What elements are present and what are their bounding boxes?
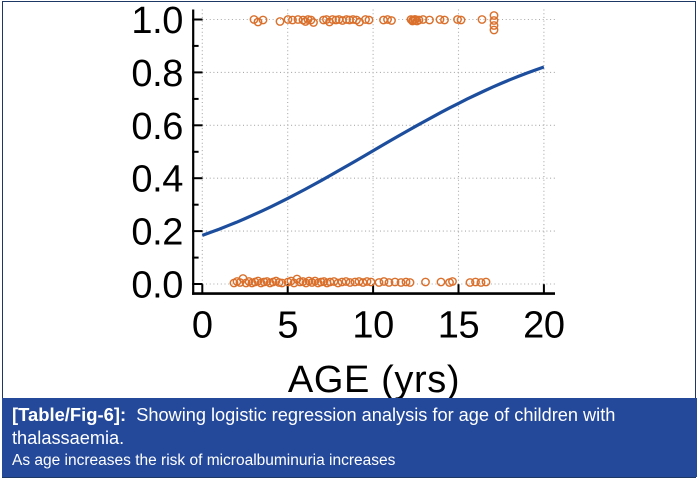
svg-text:5: 5 (277, 305, 298, 347)
svg-text:0: 0 (192, 305, 213, 347)
svg-text:0.2: 0.2 (131, 212, 183, 254)
svg-text:10: 10 (352, 305, 393, 347)
svg-text:0.0: 0.0 (131, 265, 183, 307)
svg-text:AGE (yrs): AGE (yrs) (288, 359, 460, 400)
svg-text:15: 15 (438, 305, 479, 347)
svg-text:20: 20 (523, 305, 564, 347)
svg-text:0.4: 0.4 (131, 159, 183, 201)
svg-text:0.8: 0.8 (131, 53, 183, 95)
svg-text:1.0: 1.0 (131, 0, 183, 42)
svg-text:0.6: 0.6 (131, 106, 183, 148)
